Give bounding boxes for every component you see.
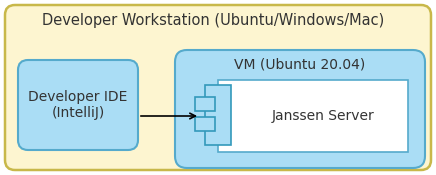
Bar [218,80,408,152]
Text: VM (Ubuntu 20.04): VM (Ubuntu 20.04) [235,58,366,72]
FancyBboxPatch shape [18,60,138,150]
Text: Janssen Server: Janssen Server [272,109,375,123]
Text: Developer IDE
(IntelliJ): Developer IDE (IntelliJ) [28,90,128,120]
FancyBboxPatch shape [175,50,425,168]
Bar [195,117,215,131]
FancyBboxPatch shape [5,5,431,170]
Bar [195,97,215,111]
Text: Developer Workstation (Ubuntu/Windows/Mac): Developer Workstation (Ubuntu/Windows/Ma… [42,12,384,27]
Bar [205,85,231,145]
